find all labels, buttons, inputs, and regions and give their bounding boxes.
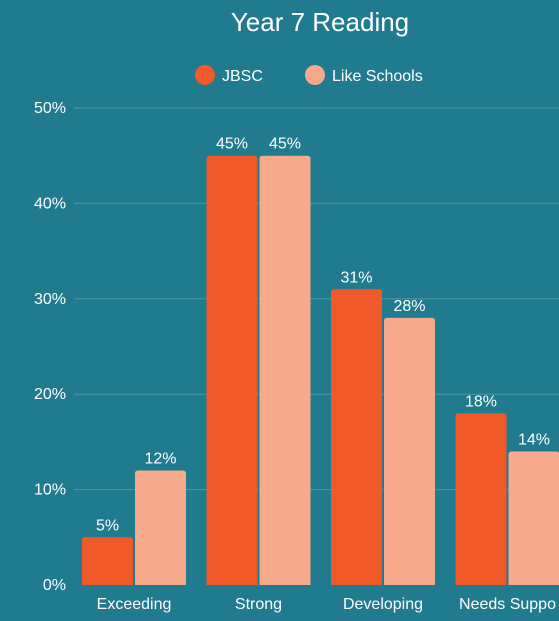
bar-like-schools-developing: [384, 318, 435, 585]
legend: JBSC Like Schools: [195, 65, 423, 85]
bar-jbsc-strong: [207, 156, 258, 585]
legend-swatch-jbsc: [195, 65, 215, 85]
data-label-like-schools-developing: 28%: [393, 298, 425, 315]
bar-jbsc-exceeding: [82, 537, 133, 585]
data-label-like-schools-strong: 45%: [269, 136, 301, 153]
x-tick-label-strong: Strong: [235, 596, 282, 613]
x-tick-label-developing: Developing: [343, 596, 423, 613]
chart-title: Year 7 Reading: [231, 7, 409, 37]
y-tick-label: 40%: [34, 195, 66, 212]
bar-jbsc-needs-suppo: [456, 413, 507, 585]
x-axis-ticks: Exceeding Strong Developing Needs Suppo: [97, 596, 556, 613]
data-label-jbsc-needs-suppo: 18%: [465, 393, 497, 410]
y-tick-label: 30%: [34, 291, 66, 308]
data-label-jbsc-exceeding: 5%: [96, 517, 119, 534]
y-tick-label: 0%: [43, 577, 66, 594]
y-tick-label: 10%: [34, 482, 66, 499]
legend-label-jbsc: JBSC: [222, 68, 263, 85]
bar-like-schools-exceeding: [135, 471, 186, 585]
data-label-like-schools-exceeding: 12%: [144, 451, 176, 468]
bar-like-schools-strong: [260, 156, 311, 585]
x-tick-label-needs-suppo: Needs Suppo: [459, 596, 556, 613]
bar-jbsc-developing: [331, 289, 382, 585]
y-tick-label: 50%: [34, 100, 66, 117]
data-label-like-schools-needs-suppo: 14%: [518, 431, 550, 448]
x-tick-label-exceeding: Exceeding: [97, 596, 172, 613]
y-axis-ticks: 0% 10% 20% 30% 40% 50%: [34, 100, 66, 594]
y-tick-label: 20%: [34, 386, 66, 403]
legend-label-like-schools: Like Schools: [332, 68, 423, 85]
bar-like-schools-needs-suppo: [509, 451, 559, 585]
data-label-jbsc-strong: 45%: [216, 136, 248, 153]
data-label-jbsc-developing: 31%: [340, 269, 372, 286]
legend-swatch-like-schools: [305, 65, 325, 85]
